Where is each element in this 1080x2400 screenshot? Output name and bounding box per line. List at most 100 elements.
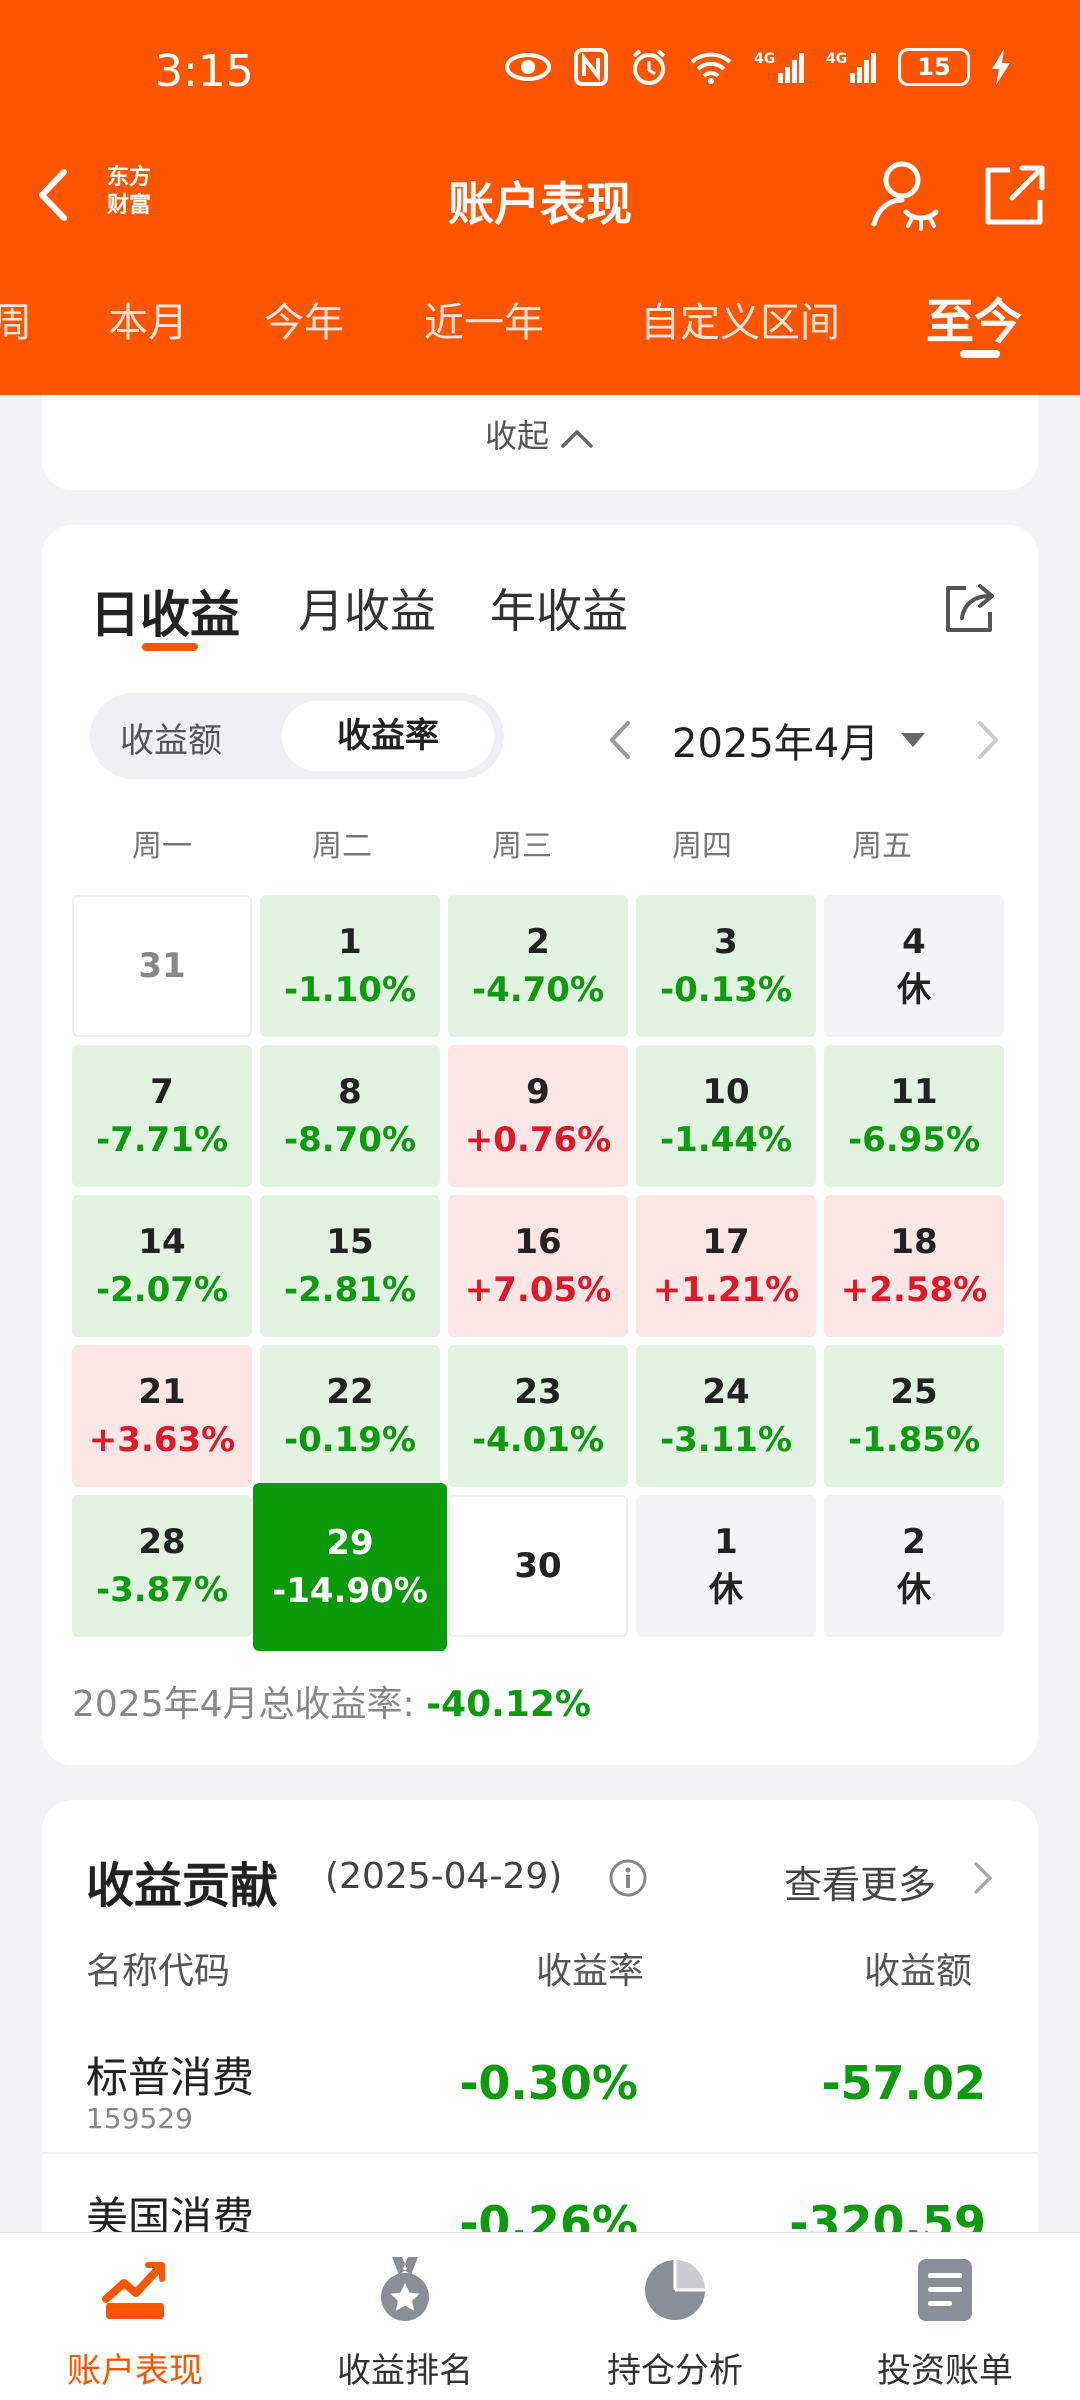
calendar-day-cell[interactable]: 3 -0.13%	[636, 895, 816, 1037]
toggle-rate[interactable]: 收益率	[282, 701, 494, 771]
calendar-day-cell[interactable]: 30	[448, 1495, 628, 1637]
tab-last-year[interactable]: 近一年	[424, 300, 544, 346]
eye-icon	[504, 51, 552, 83]
calendar-day-number: 3	[714, 922, 738, 962]
share-icon	[985, 165, 1045, 225]
document-icon	[918, 2259, 972, 2321]
tab-monthly-earnings[interactable]: 月收益	[298, 584, 436, 638]
svg-text:4G: 4G	[826, 51, 847, 67]
calendar-day-cell[interactable]: 22 -0.19%	[260, 1345, 440, 1487]
tab-underline	[142, 643, 198, 651]
holding-row[interactable]: 标普消费 159529 -0.30% -57.02	[42, 2014, 1038, 2154]
calendar-day-cell[interactable]: 28 -3.87%	[72, 1495, 252, 1637]
calendar-day-value: -4.01%	[471, 1420, 605, 1460]
calendar-day-cell[interactable]: 9 +0.76%	[448, 1045, 628, 1187]
signal-4g-icon: 4G	[826, 49, 876, 85]
calendar-day-cell[interactable]: 18 +2.58%	[824, 1195, 1004, 1337]
calendar-day-number: 1	[714, 1522, 738, 1562]
calendar-day-value: 休	[897, 1570, 931, 1610]
chevron-left-icon	[39, 169, 67, 221]
bottom-nav: 账户表现 收益排名 持仓分析 投资账单	[0, 2232, 1080, 2400]
weekday-label: 周一	[132, 829, 192, 864]
calendar-day-value: -7.71%	[95, 1120, 229, 1160]
calendar-day-cell[interactable]: 25 -1.85%	[824, 1345, 1004, 1487]
calendar-day-number: 31	[138, 946, 186, 986]
app-header: 3:15 4G 4G 15	[0, 0, 1080, 395]
tab-this-year[interactable]: 今年	[264, 300, 344, 346]
calendar-day-cell[interactable]: 31	[72, 895, 252, 1037]
calendar-day-number: 1	[338, 922, 362, 962]
weekday-label: 周三	[492, 829, 552, 864]
calendar-day-number: 22	[326, 1372, 374, 1412]
calendar-day-cell[interactable]: 1 -1.10%	[260, 895, 440, 1037]
tab-yearly-earnings[interactable]: 年收益	[490, 584, 628, 638]
prev-month-button[interactable]	[602, 715, 642, 765]
column-header-amount: 收益额	[864, 1951, 973, 1992]
back-button[interactable]	[30, 160, 80, 230]
month-total-label: 2025年4月总收益率:	[72, 1684, 415, 1725]
calendar-day-number: 10	[702, 1072, 750, 1112]
calendar-day-value: 休	[897, 970, 931, 1010]
calendar-day-cell[interactable]: 7 -7.71%	[72, 1045, 252, 1187]
calendar-day-cell[interactable]: 16 +7.05%	[448, 1195, 628, 1337]
contribution-card: 收益贡献 (2025-04-29) 查看更多 名称代码 收益率 收益额 标普消费…	[42, 1800, 1038, 2300]
nfc-icon	[574, 48, 608, 86]
weekday-label: 周四	[672, 829, 732, 864]
calendar-day-cell[interactable]: 23 -4.01%	[448, 1345, 628, 1487]
calendar-day-cell[interactable]: 8 -8.70%	[260, 1045, 440, 1187]
wifi-icon	[690, 50, 732, 84]
calendar-day-cell[interactable]: 15 -2.81%	[260, 1195, 440, 1337]
next-month-button[interactable]	[966, 715, 1006, 765]
calendar-day-cell[interactable]: 21 +3.63%	[72, 1345, 252, 1487]
signal-4g-icon: 4G	[754, 49, 804, 85]
profile-button[interactable]	[870, 154, 940, 234]
summary-card-bottom: 收起	[42, 395, 1038, 490]
calendar-day-cell[interactable]: 11 -6.95%	[824, 1045, 1004, 1187]
nav-holdings-analysis[interactable]: 持仓分析	[540, 2233, 810, 2400]
alarm-icon	[630, 48, 668, 86]
nav-investment-statement[interactable]: 投资账单	[810, 2233, 1080, 2400]
toggle-amount[interactable]: 收益额	[120, 721, 222, 761]
nav-account-performance[interactable]: 账户表现	[0, 2233, 270, 2400]
see-more-link[interactable]: 查看更多	[784, 1863, 937, 1907]
calendar-day-value: -1.85%	[847, 1420, 981, 1460]
month-selector[interactable]: 2025年4月	[672, 721, 880, 767]
collapse-button[interactable]: 收起	[42, 411, 1038, 457]
calendar-day-number: 2	[902, 1522, 926, 1562]
tab-week[interactable]: 周	[0, 300, 32, 346]
calendar-day-cell[interactable]: 14 -2.07%	[72, 1195, 252, 1337]
calendar-day-number: 11	[890, 1072, 938, 1112]
amount-rate-toggle: 收益额 收益率	[90, 693, 504, 779]
tab-custom-range[interactable]: 自定义区间	[640, 300, 840, 346]
title-bar: 东方 财富 账户表现	[0, 140, 1080, 250]
status-icons: 4G 4G 15	[504, 48, 1010, 86]
month-dropdown-button[interactable]	[898, 725, 928, 755]
calendar-day-number: 14	[138, 1222, 186, 1262]
calendar-day-cell[interactable]: 24 -3.11%	[636, 1345, 816, 1487]
calendar-day-cell[interactable]: 29 -14.90%	[253, 1483, 447, 1651]
tab-since-inception[interactable]: 至今	[926, 294, 1023, 350]
user-hidden-icon	[871, 161, 939, 231]
share-button[interactable]	[980, 160, 1050, 230]
nav-earnings-ranking[interactable]: 收益排名	[270, 2233, 540, 2400]
caret-down-icon	[901, 733, 925, 747]
info-icon[interactable]	[608, 1858, 648, 1898]
calendar-day-number: 25	[890, 1372, 938, 1412]
share-earnings-button[interactable]	[942, 580, 998, 636]
calendar-day-cell[interactable]: 10 -1.44%	[636, 1045, 816, 1187]
calendar-day-cell[interactable]: 2 -4.70%	[448, 895, 628, 1037]
tab-daily-earnings[interactable]: 日收益	[90, 586, 240, 644]
trend-chart-icon	[102, 2262, 165, 2319]
calendar-day-value: -8.70%	[283, 1120, 417, 1160]
calendar-day-number: 2	[526, 922, 550, 962]
calendar-day-cell[interactable]: 17 +1.21%	[636, 1195, 816, 1337]
calendar-day-number: 8	[338, 1072, 362, 1112]
earnings-card: 日收益 月收益 年收益 收益额 收益率 2025年4月 周一 周二 周三 周四 …	[42, 525, 1038, 1765]
pie-chart-icon	[645, 2260, 705, 2320]
tab-this-month[interactable]: 本月	[108, 300, 188, 346]
calendar-day-number: 16	[514, 1222, 562, 1262]
nav-label: 投资账单	[877, 2351, 1013, 2391]
